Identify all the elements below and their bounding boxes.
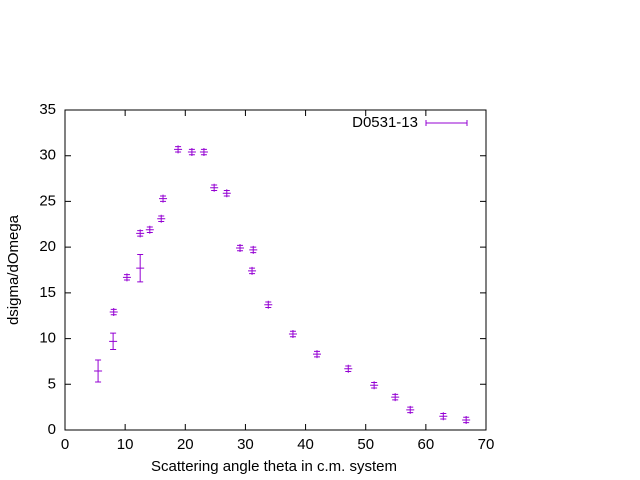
y-tick-label: 30	[39, 147, 56, 164]
y-axis-label: dsigma/dOmega	[5, 214, 22, 325]
legend-label: D0531-13	[352, 114, 418, 131]
data-point	[288, 330, 297, 338]
x-tick-label: 70	[478, 436, 495, 453]
y-tick-label: 0	[48, 421, 56, 438]
x-tick-label: 50	[357, 436, 374, 453]
data-point	[312, 350, 321, 359]
data-point	[222, 189, 231, 198]
data-point	[236, 244, 245, 253]
x-tick-label: 0	[61, 436, 69, 453]
y-tick-label: 10	[39, 330, 56, 347]
data-point	[264, 300, 273, 309]
x-tick-label: 60	[418, 436, 435, 453]
data-point	[210, 183, 219, 192]
data-point	[462, 415, 471, 424]
data-point	[159, 194, 168, 203]
x-tick-label: 10	[117, 436, 134, 453]
data-point	[199, 148, 208, 157]
data-point	[439, 412, 448, 421]
data-point	[122, 273, 131, 282]
data-point	[249, 245, 258, 254]
data-point	[174, 145, 183, 154]
y-tick-label: 20	[39, 238, 56, 255]
x-tick-label: 40	[297, 436, 314, 453]
x-tick-label: 20	[177, 436, 194, 453]
y-tick-label: 5	[48, 375, 56, 392]
data-point	[157, 214, 166, 223]
x-axis-label: Scattering angle theta in c.m. system	[151, 458, 397, 475]
y-tick-label: 15	[39, 284, 56, 301]
data-point	[391, 393, 400, 402]
data-point	[136, 253, 145, 283]
y-tick-label: 25	[39, 192, 56, 209]
data-point	[406, 405, 415, 414]
data-point	[248, 266, 257, 275]
data-point	[187, 148, 196, 157]
data-point	[94, 359, 103, 383]
data-point	[344, 364, 353, 373]
data-point	[109, 332, 118, 351]
data-point	[109, 308, 118, 317]
plot-border	[64, 109, 487, 431]
data-point	[136, 229, 145, 238]
legend-swatch	[425, 120, 468, 126]
data-point	[145, 225, 154, 234]
x-tick-label: 30	[237, 436, 254, 453]
y-tick-label: 35	[39, 101, 56, 118]
data-point	[370, 381, 379, 390]
